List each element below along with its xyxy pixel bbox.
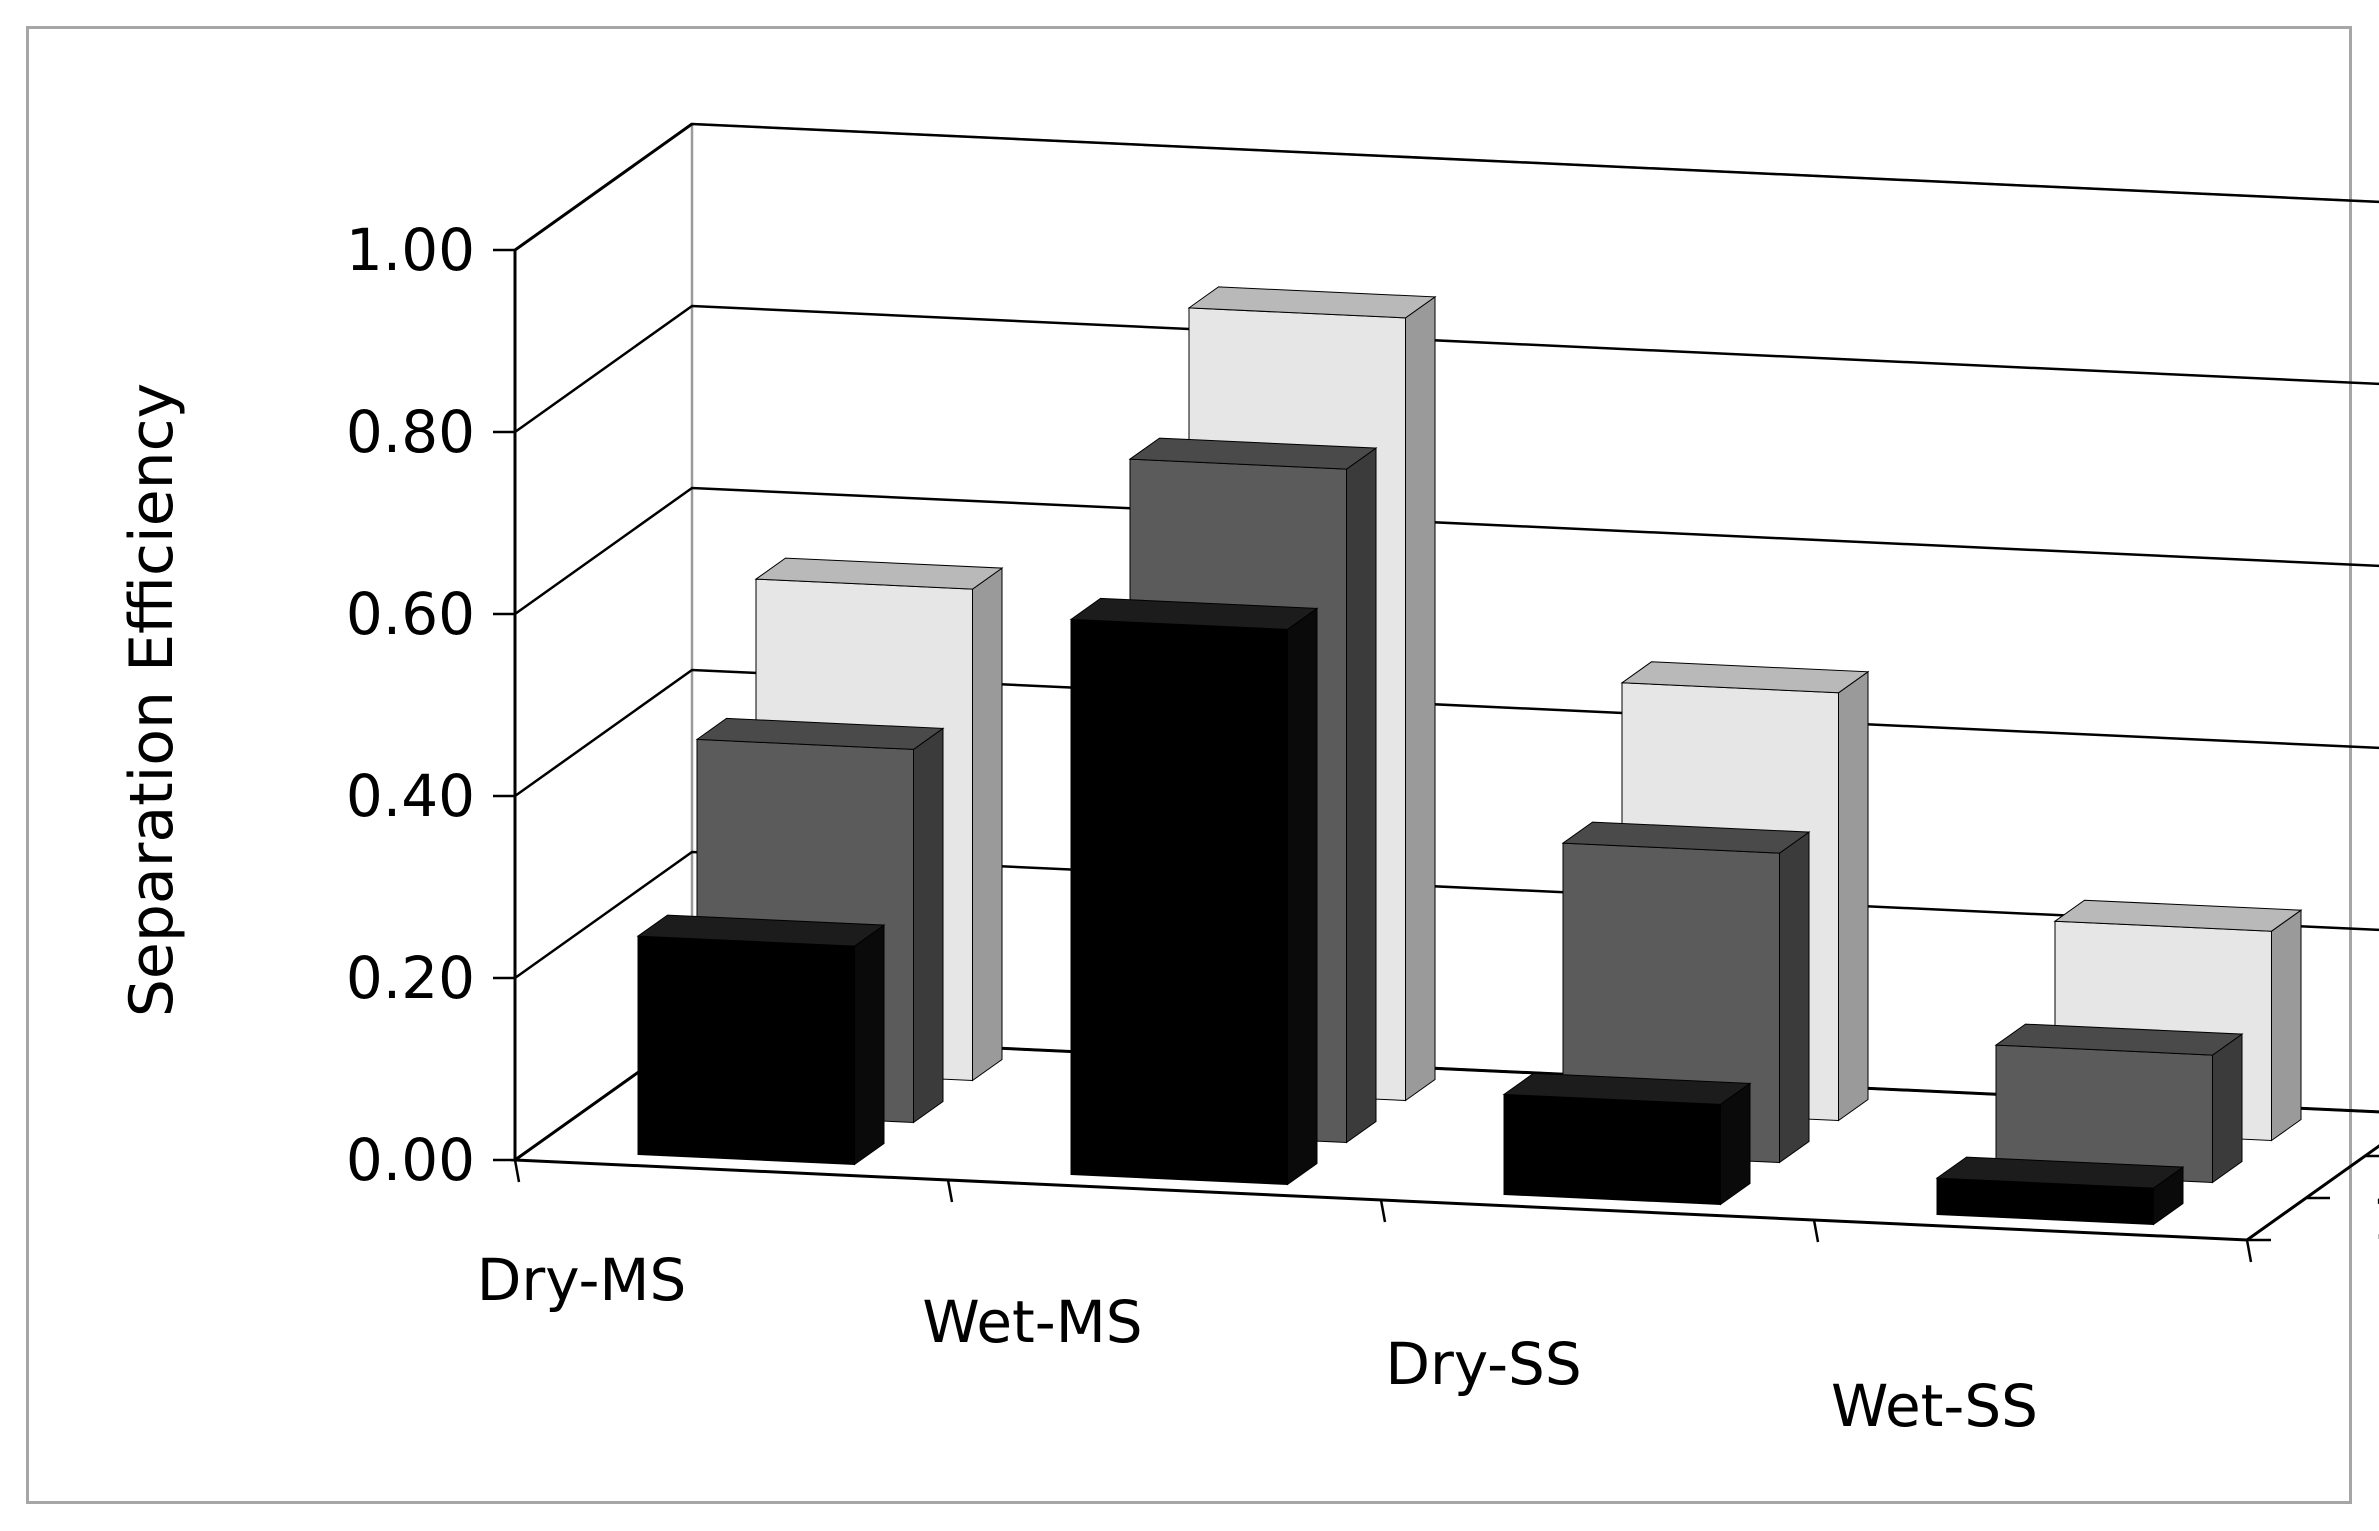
- x-tick-mark: [2245, 1239, 2253, 1263]
- bar-top: [1994, 1023, 2244, 1056]
- x-tick-mark: [1812, 1219, 1820, 1243]
- bar-top: [1561, 821, 1811, 854]
- y-tick-label: 0.60: [346, 580, 475, 648]
- bar-side: [1838, 670, 1869, 1122]
- bar-front: [1070, 618, 1288, 1186]
- chart-labels: 0.00 0.20 0.40 0.60 0.80 1.00 Dry-MS Wet-MS Dry-…: [117, 216, 2379, 1440]
- x-category-label: Dry-MS: [477, 1246, 687, 1314]
- y-axis-title: Separation Efficiency: [117, 383, 187, 1017]
- bar-top: [1128, 437, 1378, 470]
- x-tick-mark: [1379, 1199, 1387, 1223]
- bar-front: [637, 935, 855, 1166]
- bar-dry-ss-10g-t: [1502, 1072, 1752, 1206]
- x-tick-mark: [513, 1159, 521, 1183]
- bar-wet-ms-10g-t: [1069, 597, 1319, 1186]
- bar-top: [754, 557, 1004, 590]
- y-tick-label: 1.00: [346, 216, 475, 284]
- bar-top: [695, 717, 945, 750]
- gridline: [514, 122, 2379, 252]
- y-tick-label: 0.80: [346, 398, 475, 466]
- bar-side: [854, 924, 885, 1166]
- bar-front: [1503, 1093, 1721, 1206]
- gridline: [514, 304, 2379, 434]
- x-category-label: Dry-SS: [1385, 1330, 1581, 1398]
- gridline: [514, 486, 2379, 616]
- bar-wet-ss-20g-t: [1994, 1023, 2244, 1184]
- bar-side: [1346, 447, 1377, 1144]
- y-tick-label: 0.40: [346, 762, 475, 830]
- bar-top: [1502, 1072, 1752, 1105]
- bar-side: [913, 727, 944, 1124]
- y-tick-label: 0.00: [346, 1126, 475, 1194]
- bar-top: [1187, 286, 1437, 319]
- chart-walls: [493, 122, 2379, 1263]
- x-tick-mark: [946, 1179, 954, 1203]
- bar-dry-ms-10g-t: [636, 914, 886, 1166]
- bar-side: [1287, 607, 1318, 1186]
- bar-side: [1405, 295, 1436, 1102]
- bar-top: [2053, 899, 2303, 932]
- bar-side: [972, 567, 1003, 1082]
- bar-top: [1935, 1156, 2185, 1189]
- x-category-label: Wet-SS: [1831, 1372, 2038, 1440]
- bar-side: [2212, 1033, 2243, 1184]
- x-category-label: Wet-MS: [922, 1288, 1142, 1356]
- bar-top: [636, 914, 886, 947]
- depth-label: 10g/t: [2372, 1185, 2379, 1253]
- bar-side: [2271, 909, 2302, 1142]
- chart-bars: [636, 286, 2303, 1226]
- bar-top: [1069, 597, 1319, 630]
- bar-side: [1779, 831, 1810, 1164]
- y-tick-label: 0.20: [346, 944, 475, 1012]
- bar-top: [1620, 661, 1870, 694]
- bar-wet-ss-10g-t: [1935, 1156, 2185, 1226]
